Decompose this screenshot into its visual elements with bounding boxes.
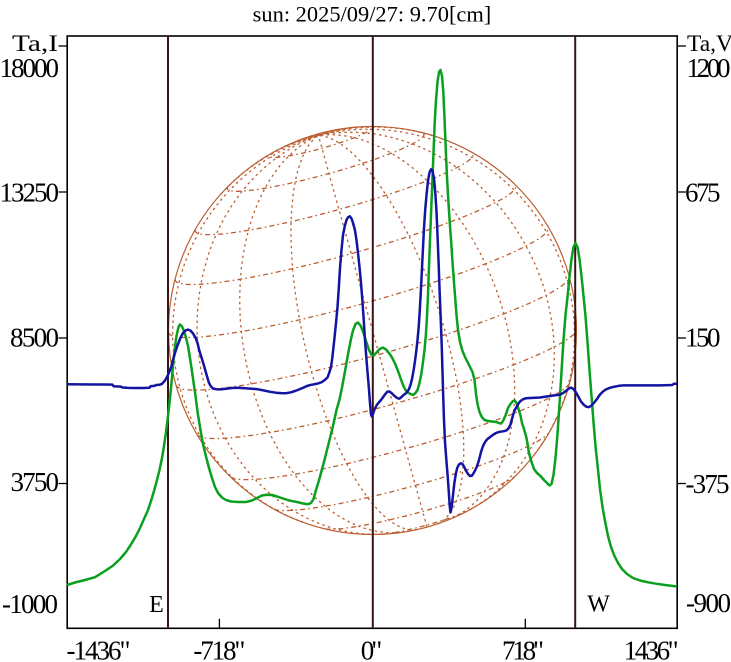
svg-text:18000: 18000 <box>0 53 59 83</box>
svg-text:Ta,V: Ta,V <box>687 31 731 56</box>
svg-text:Ta,I: Ta,I <box>12 31 58 56</box>
svg-text:8500: 8500 <box>10 322 59 352</box>
svg-text:1200: 1200 <box>687 53 731 83</box>
svg-text:E: E <box>149 592 164 618</box>
svg-text:W: W <box>587 592 610 618</box>
svg-text:0": 0" <box>361 635 383 662</box>
svg-text:150: 150 <box>685 322 721 352</box>
svg-text:3750: 3750 <box>11 467 60 497</box>
svg-text:-375: -375 <box>686 469 730 499</box>
svg-text:sun: 2025/09/27: 9.70[cm]: sun: 2025/09/27: 9.70[cm] <box>253 1 492 26</box>
svg-text:-1000: -1000 <box>2 589 58 619</box>
svg-text:-900: -900 <box>686 588 731 618</box>
svg-text:-718": -718" <box>193 635 245 662</box>
svg-text:1436": 1436" <box>624 635 679 662</box>
svg-text:718": 718" <box>502 635 544 662</box>
svg-text:13250: 13250 <box>0 178 59 208</box>
svg-text:675: 675 <box>685 178 721 208</box>
svg-text:-1436": -1436" <box>67 635 131 662</box>
